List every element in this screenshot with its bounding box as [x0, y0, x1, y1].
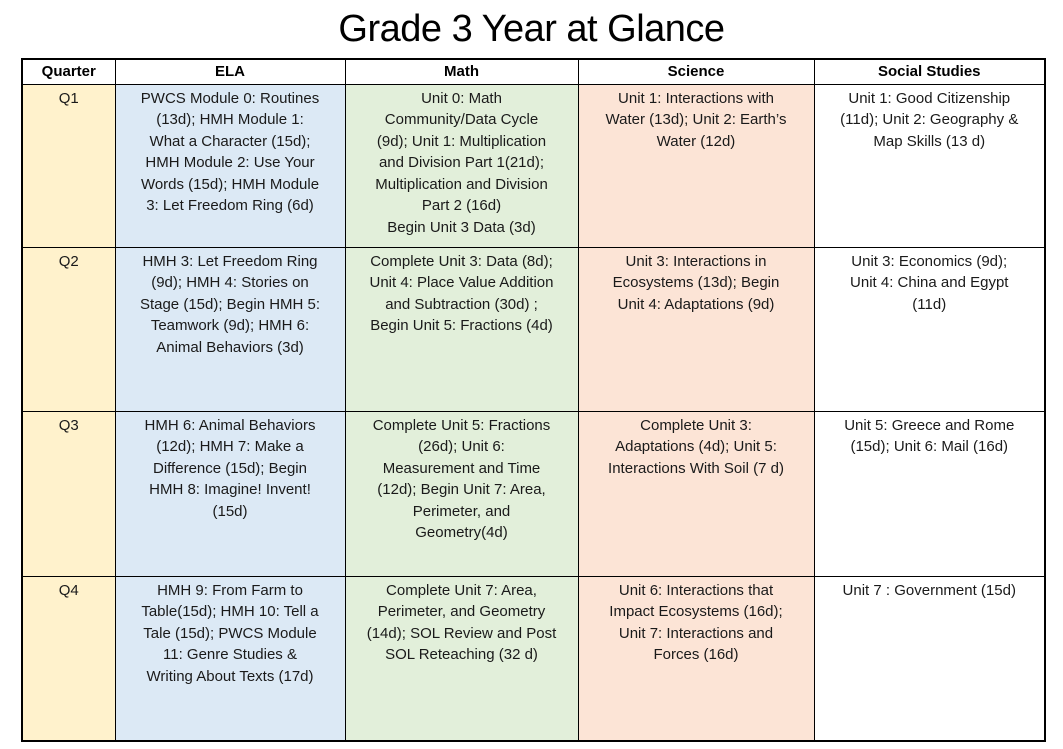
cell-q3-math: Complete Unit 5: Fractions (26d); Unit 6… [344, 410, 579, 577]
cell-q1-math: Unit 0: Math Community/Data Cycle (9d); … [344, 83, 579, 248]
cell-q4-ela: HMH 9: From Farm to Table(15d); HMH 10: … [114, 575, 346, 742]
column-header-quarter: Quarter [21, 58, 116, 85]
year-at-a-glance-table: Quarter ELA Math Science Social Studies … [21, 58, 1046, 742]
cell-q4-science: Unit 6: Interactions that Impact Ecosyst… [577, 575, 815, 742]
cell-q3-science: Complete Unit 3: Adaptations (4d); Unit … [577, 410, 815, 577]
table-row-q4: Q4 HMH 9: From Farm to Table(15d); HMH 1… [21, 575, 1046, 742]
table-row-q3: Q3 HMH 6: Animal Behaviors (12d); HMH 7:… [21, 410, 1046, 577]
cell-q1-social-studies: Unit 1: Good Citizenship (11d); Unit 2: … [813, 83, 1046, 248]
header-row: Quarter ELA Math Science Social Studies [21, 58, 1046, 85]
cell-q3-social-studies: Unit 5: Greece and Rome (15d); Unit 6: M… [813, 410, 1046, 577]
cell-q2-math: Complete Unit 3: Data (8d); Unit 4: Plac… [344, 246, 579, 412]
column-header-social-studies: Social Studies [813, 58, 1046, 85]
cell-q1-quarter: Q1 [21, 83, 116, 248]
cell-q1-ela: PWCS Module 0: Routines (13d); HMH Modul… [114, 83, 346, 248]
cell-q4-social-studies: Unit 7 : Government (15d) [813, 575, 1046, 742]
table-row-q1: Q1 PWCS Module 0: Routines (13d); HMH Mo… [21, 83, 1046, 248]
cell-q3-quarter: Q3 [21, 410, 116, 577]
cell-q4-quarter: Q4 [21, 575, 116, 742]
column-header-science: Science [577, 58, 815, 85]
cell-q2-social-studies: Unit 3: Economics (9d); Unit 4: China an… [813, 246, 1046, 412]
table-row-q2: Q2 HMH 3: Let Freedom Ring (9d); HMH 4: … [21, 246, 1046, 412]
cell-q1-science: Unit 1: Interactions with Water (13d); U… [577, 83, 815, 248]
cell-q2-ela: HMH 3: Let Freedom Ring (9d); HMH 4: Sto… [114, 246, 346, 412]
cell-q2-science: Unit 3: Interactions in Ecosystems (13d)… [577, 246, 815, 412]
column-header-math: Math [344, 58, 579, 85]
cell-q4-math: Complete Unit 7: Area, Perimeter, and Ge… [344, 575, 579, 742]
page-title: Grade 3 Year at Glance [338, 8, 725, 50]
cell-q2-quarter: Q2 [21, 246, 116, 412]
column-header-ela: ELA [114, 58, 346, 85]
cell-q3-ela: HMH 6: Animal Behaviors (12d); HMH 7: Ma… [114, 410, 346, 577]
